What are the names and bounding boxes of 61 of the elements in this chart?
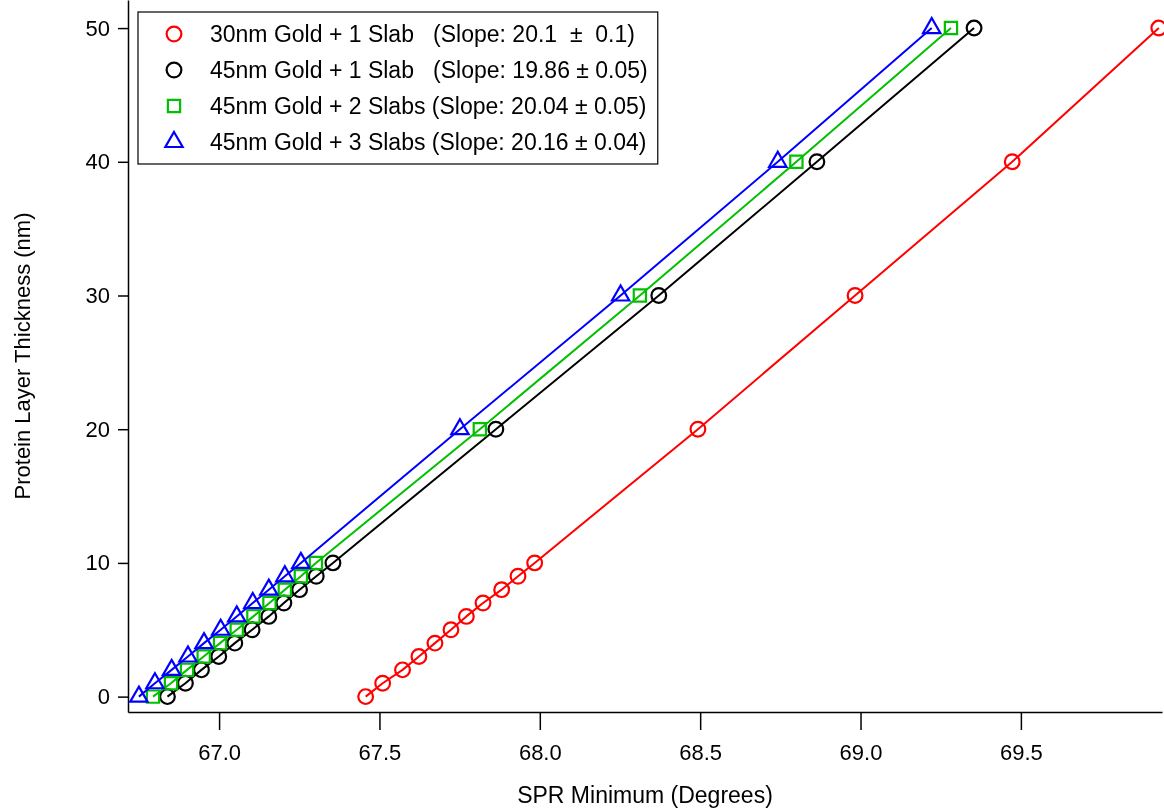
point (526, 554, 544, 572)
point (943, 20, 959, 36)
y-tick-label: 10 (85, 550, 110, 576)
point (394, 661, 411, 679)
point (689, 420, 707, 438)
point (262, 595, 277, 611)
point (509, 567, 527, 585)
point (442, 621, 460, 639)
x-tick-label: 67.5 (358, 739, 402, 765)
legend-label: 45nm Gold + 2 Slabs (Slope: 20.04 ± 0.05) (210, 93, 647, 119)
point (308, 555, 324, 571)
point (357, 688, 375, 706)
point (196, 649, 211, 664)
point (324, 554, 342, 572)
point (246, 609, 261, 624)
x-tick-label: 69.5 (999, 739, 1043, 765)
point (965, 19, 983, 37)
point (293, 569, 309, 584)
y-tick-label: 40 (85, 149, 110, 175)
point (145, 689, 161, 704)
point (374, 674, 392, 692)
legend-label: 45nm Gold + 3 Slabs (Slope: 20.16 ± 0.04) (210, 129, 647, 155)
point (243, 621, 261, 639)
point (474, 594, 492, 612)
point (808, 153, 826, 171)
point (176, 674, 194, 692)
point (457, 607, 475, 625)
point (426, 634, 444, 652)
x-tick-label: 69.0 (839, 739, 883, 765)
x-tick-label: 68.0 (518, 739, 562, 765)
point (192, 661, 210, 679)
point (275, 594, 293, 612)
point (1003, 153, 1021, 171)
point (158, 688, 176, 706)
legend-label: 45nm Gold + 1 Slab (Slope: 19.86 ± 0.05) (210, 57, 648, 83)
point (650, 287, 668, 304)
x-axis-title: SPR Minimum (Degrees) (517, 782, 773, 808)
y-tick-label: 20 (85, 416, 110, 442)
y-axis-title: Protein Layer Thickness (nm) (10, 212, 35, 500)
point (163, 676, 179, 691)
point (277, 582, 293, 597)
point (179, 662, 195, 678)
point (210, 648, 228, 665)
x-tick-label: 67.0 (198, 739, 241, 765)
point (307, 567, 325, 585)
point (229, 622, 244, 637)
point (632, 288, 648, 303)
point (410, 648, 428, 665)
point (789, 154, 804, 170)
point (487, 420, 505, 438)
y-tick-label: 50 (85, 15, 110, 41)
point (212, 635, 228, 651)
point (846, 287, 864, 304)
point (493, 581, 511, 599)
y-tick-label: 30 (85, 283, 110, 309)
legend-label: 30nm Gold + 1 Slab (Slope: 20.1 ± 0.1) (210, 21, 635, 47)
point (291, 581, 309, 599)
x-tick-label: 68.5 (679, 739, 723, 765)
y-tick-label: 0 (97, 684, 110, 710)
point (226, 634, 244, 652)
point (472, 421, 488, 437)
